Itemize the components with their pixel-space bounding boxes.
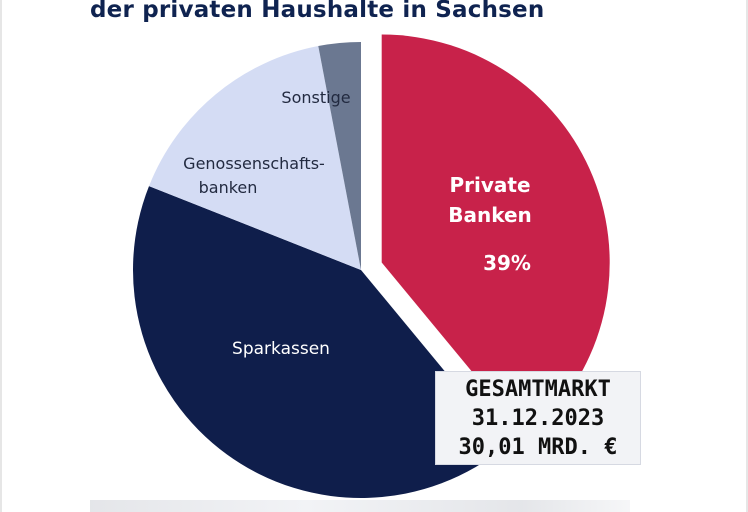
- total-market-heading: GESAMTMARKT: [465, 377, 611, 402]
- pie-slice-genossenschafts-banken: [149, 46, 361, 270]
- slice-value-label-private-banken: 39%: [483, 251, 531, 275]
- pie-slice-labels: Private Banken 39% Sparkassen Genossensc…: [183, 88, 532, 359]
- total-market-box: GESAMTMARKT 31.12.2023 30,01 MRD. €: [435, 371, 641, 465]
- left-border: [0, 0, 2, 512]
- slice-label-genossenschaftsbanken-line2: banken: [199, 178, 258, 197]
- slice-label-private-banken-line1: Private: [449, 173, 530, 197]
- total-market-value: 30,01 MRD. €: [458, 435, 618, 460]
- chart-title: der privaten Haushalte in Sachsen: [90, 0, 545, 23]
- pie-slice-sonstige: [318, 42, 361, 270]
- slice-label-sparkassen: Sparkassen: [232, 339, 330, 359]
- total-market-date: 31.12.2023: [471, 406, 605, 431]
- footer-text-cropped: [90, 500, 630, 512]
- slice-label-genossenschaftsbanken-line1: Genossenschafts-: [183, 154, 325, 173]
- slice-label-sonstige: Sonstige: [281, 88, 350, 107]
- right-border: [746, 0, 748, 512]
- pie-slices: [132, 34, 610, 499]
- pie-slice-private-banken: [381, 34, 610, 439]
- pie-slice-sparkassen: [132, 186, 507, 499]
- slice-label-private-banken-line2: Banken: [448, 203, 532, 227]
